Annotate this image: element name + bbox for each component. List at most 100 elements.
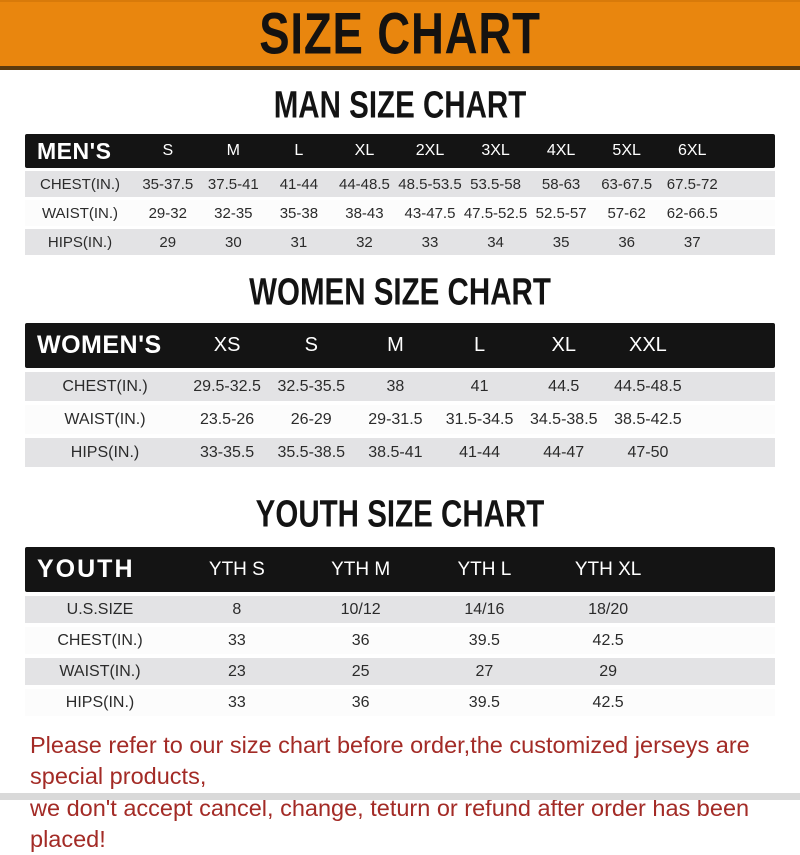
size-column-header: L	[266, 142, 332, 160]
measurement-value: 35	[528, 234, 594, 251]
measurement-value: 36	[299, 694, 423, 712]
size-column-header: YTH L	[423, 559, 547, 581]
size-column-header: YTH XL	[546, 559, 670, 581]
banner: SIZE CHART	[0, 0, 800, 70]
measurement-value: 38	[353, 378, 437, 396]
measurement-value: 33	[397, 234, 463, 251]
measurement-value: 53.5-58	[463, 176, 529, 193]
measurement-value: 38.5-42.5	[606, 411, 690, 429]
men-section-heading: MAN SIZE CHART	[0, 87, 800, 123]
measurement-value: 38.5-41	[353, 444, 437, 462]
measurement-value: 34	[463, 234, 529, 251]
measurement-value: 41	[437, 378, 521, 396]
measurement-value: 23.5-26	[185, 411, 269, 429]
women-section-heading: WOMEN SIZE CHART	[0, 274, 800, 310]
banner-title: SIZE CHART	[259, 0, 541, 67]
measurement-value: 33	[175, 632, 299, 650]
measurement-label: HIPS(IN.)	[25, 444, 185, 462]
size-column-header: 2XL	[397, 142, 463, 160]
measurement-value: 39.5	[423, 694, 547, 712]
size-column-header: M	[201, 142, 267, 160]
table-corner-label: WOMEN'S	[25, 331, 185, 360]
measurement-value: 33	[175, 694, 299, 712]
table-corner-label: YOUTH	[25, 555, 175, 584]
men-section-heading-text: MAN SIZE CHART	[274, 86, 527, 124]
measurement-value: 29-32	[135, 205, 201, 222]
measurement-value: 41-44	[266, 176, 332, 193]
measurement-label: U.S.SIZE	[25, 601, 175, 619]
measurement-label: WAIST(IN.)	[25, 411, 185, 429]
measurement-value: 42.5	[546, 632, 670, 650]
size-column-header: XL	[332, 142, 398, 160]
measurement-value: 41-44	[437, 444, 521, 462]
measurement-value: 44-48.5	[332, 176, 398, 193]
size-column-header: 5XL	[594, 142, 660, 160]
size-column-header: 6XL	[659, 142, 725, 160]
measurement-value: 33-35.5	[185, 444, 269, 462]
measurement-label: CHEST(IN.)	[25, 378, 185, 396]
size-column-header: YTH S	[175, 559, 299, 581]
measurement-value: 58-63	[528, 176, 594, 193]
measurement-value: 31.5-34.5	[437, 411, 521, 429]
size-column-header: XS	[185, 334, 269, 357]
size-column-header: XXL	[606, 334, 690, 357]
measurement-value: 14/16	[423, 601, 547, 619]
size-column-header: L	[437, 334, 521, 357]
measurement-label: HIPS(IN.)	[25, 694, 175, 712]
measurement-value: 42.5	[546, 694, 670, 712]
size-column-header: 4XL	[528, 142, 594, 160]
bottom-strip	[0, 793, 800, 800]
measurement-value: 36	[299, 632, 423, 650]
size-column-header: YTH M	[299, 559, 423, 581]
measurement-value: 31	[266, 234, 332, 251]
measurement-value: 52.5-57	[528, 205, 594, 222]
youth-section-heading: YOUTH SIZE CHART	[0, 496, 800, 532]
measurement-value: 35-38	[266, 205, 332, 222]
measurement-value: 37.5-41	[201, 176, 267, 193]
measurement-value: 63-67.5	[594, 176, 660, 193]
measurement-value: 30	[201, 234, 267, 251]
measurement-label: CHEST(IN.)	[25, 176, 135, 193]
size-column-header: XL	[522, 334, 606, 357]
measurement-value: 32	[332, 234, 398, 251]
measurement-value: 43-47.5	[397, 205, 463, 222]
footer-note-line1: Please refer to our size chart before or…	[30, 730, 800, 793]
measurement-value: 10/12	[299, 601, 423, 619]
size-column-header: 3XL	[463, 142, 529, 160]
size-column-header: S	[135, 142, 201, 160]
measurement-value: 44-47	[522, 444, 606, 462]
measurement-value: 29	[135, 234, 201, 251]
measurement-value: 47.5-52.5	[463, 205, 529, 222]
measurement-value: 39.5	[423, 632, 547, 650]
size-column-header: M	[353, 334, 437, 357]
measurement-value: 36	[594, 234, 660, 251]
footer-note-line2: we don't accept cancel, change, teturn o…	[30, 793, 800, 855]
measurement-label: CHEST(IN.)	[25, 632, 175, 650]
measurement-value: 44.5	[522, 378, 606, 396]
measurement-value: 62-66.5	[659, 205, 725, 222]
measurement-value: 35-37.5	[135, 176, 201, 193]
measurement-value: 37	[659, 234, 725, 251]
measurement-value: 25	[299, 663, 423, 681]
measurement-label: HIPS(IN.)	[25, 234, 135, 251]
measurement-value: 67.5-72	[659, 176, 725, 193]
women-section-heading-text: WOMEN SIZE CHART	[249, 273, 551, 311]
measurement-value: 32.5-35.5	[269, 378, 353, 396]
